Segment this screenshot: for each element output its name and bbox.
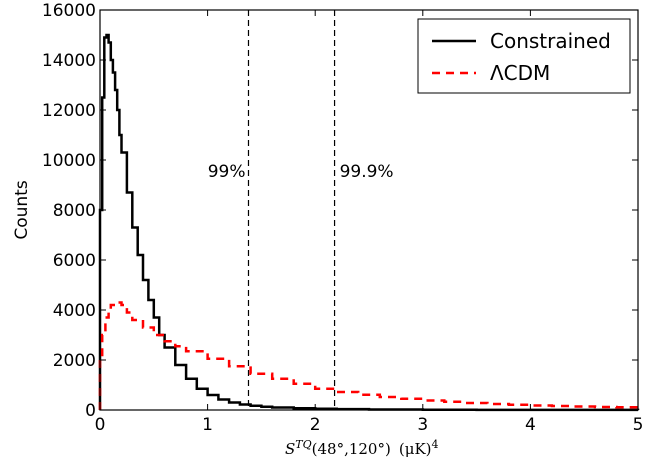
x-axis-label-sup: TQ [295,438,311,451]
y-tick-label: 16000 [42,1,96,21]
y-tick-label: 2000 [53,351,96,371]
y-tick-label: 14000 [42,51,96,71]
y-tick-label: 8000 [53,201,96,221]
threshold-label: 99.9% [340,162,394,182]
x-tick-label: 1 [202,415,213,435]
x-axis-label: STQ(48°,120°) (μK)4 [285,438,439,458]
y-tick-label: 12000 [42,101,96,121]
x-tick-label: 3 [417,415,428,435]
y-axis: 0 2000 4000 6000 8000 10000 12000 14000 16000 [42,1,638,421]
y-tick-label: 6000 [53,251,96,271]
y-tick-label: 10000 [42,151,96,171]
legend: Constrained ΛCDM [417,18,631,94]
x-tick-label: 5 [633,415,644,435]
series-line-1 [98,301,640,410]
x-tick-label: 0 [95,415,106,435]
threshold-label: 99% [208,162,246,182]
x-axis: 0 1 2 3 4 5 [95,10,644,435]
y-tick-label: 0 [85,401,96,421]
y-axis-label: Counts [12,180,32,239]
legend-label: ΛCDM [490,61,550,85]
legend-label: Constrained [490,29,611,53]
vlines-layer: 99% 99.9% [208,10,394,410]
x-tick-label: 2 [310,415,321,435]
y-tick-label: 4000 [53,301,96,321]
x-axis-label-main: S [285,440,295,458]
x-axis-label-power: 4 [432,438,439,451]
x-tick-label: 4 [525,415,536,435]
x-axis-label-args: (48°,120°) [312,440,391,458]
legend-box [417,18,631,94]
x-axis-label-units: (μK) [399,440,432,458]
